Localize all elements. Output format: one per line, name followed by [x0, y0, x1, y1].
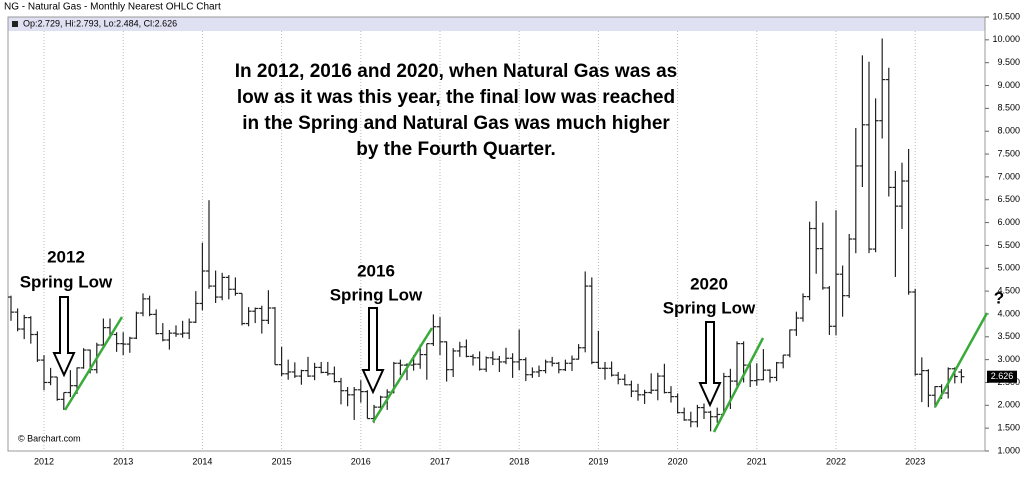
- annotation-line: In 2012, 2016 and 2020, when Natural Gas…: [235, 61, 678, 82]
- y-tick-label: 1.500: [997, 423, 1020, 433]
- y-tick-label: 5.000: [997, 263, 1020, 273]
- x-tick-label: 2012: [34, 456, 54, 466]
- callout-label: Spring Low: [330, 285, 423, 304]
- y-tick-label: 8.500: [997, 103, 1020, 113]
- annotation-line: by the Fourth Quarter.: [356, 139, 556, 160]
- y-tick-label: 3.000: [997, 354, 1020, 364]
- legend: Op:2.729, Hi:2.793, Lo:2.484, Cl:2.626: [23, 19, 177, 29]
- legend-label: , Lo:: [99, 19, 117, 29]
- arrow: [698, 321, 722, 408]
- trend-line: [933, 312, 989, 408]
- chart-title: NG - Natural Gas - Monthly Nearest OHLC …: [4, 2, 221, 13]
- legend-label: , Hi:: [60, 19, 76, 29]
- legend-value: 2.626: [155, 19, 178, 29]
- x-tick-label: 2021: [747, 456, 767, 466]
- x-tick-label: 2013: [113, 456, 133, 466]
- y-tick-label: 5.500: [997, 240, 1020, 250]
- annotation-line: low as it was this year, the final low w…: [237, 87, 675, 108]
- last-price-box: [987, 370, 1017, 383]
- trend-line: [712, 337, 765, 433]
- y-tick-label: 3.500: [997, 331, 1020, 341]
- trend-line: [371, 327, 434, 423]
- arrows: [52, 296, 722, 408]
- callout-year: 2020: [690, 274, 728, 293]
- x-tick-label: 2019: [588, 456, 608, 466]
- callout-label: Spring Low: [20, 272, 113, 291]
- y-tick-label: 1.000: [997, 445, 1020, 455]
- y-tick-label: 7.000: [997, 171, 1020, 181]
- arrow: [52, 296, 76, 378]
- y-tick-label: 10.500: [992, 11, 1020, 21]
- y-tick-label: 4.500: [997, 285, 1020, 295]
- last-price-label: 2.626: [991, 371, 1014, 381]
- source: © Barchart.com: [18, 433, 81, 443]
- legend-value: 2.484: [116, 19, 139, 29]
- y-tick-label: 6.000: [997, 217, 1020, 227]
- y-tick-label: 7.500: [997, 148, 1020, 158]
- legend-label: Op:: [23, 19, 38, 29]
- legend-swatch: [12, 21, 18, 27]
- y-tick-label: 4.000: [997, 308, 1020, 318]
- annotation-line: in the Spring and Natural Gas was much h…: [242, 113, 670, 134]
- x-tick-label: 2023: [905, 456, 925, 466]
- callout-year: 2016: [357, 261, 395, 280]
- y-tick-label: 10.000: [992, 34, 1020, 44]
- legend-band: [8, 17, 985, 31]
- arrow: [361, 307, 385, 395]
- trend-line: [63, 316, 124, 411]
- x-tick-label: 2022: [826, 456, 846, 466]
- y-tick-label: 9.000: [997, 80, 1020, 90]
- legend-value: 2.729: [38, 19, 61, 29]
- y-tick-label: 2.000: [997, 400, 1020, 410]
- x-tick-label: 2016: [351, 456, 371, 466]
- y-tick-label: 6.500: [997, 194, 1020, 204]
- x-tick-label: 2020: [668, 456, 688, 466]
- callout-label: Spring Low: [663, 298, 756, 317]
- trend-lines: [63, 312, 989, 433]
- question-mark: ?: [994, 288, 1004, 307]
- x-tick-label: 2018: [509, 456, 529, 466]
- y-tick-label: 8.000: [997, 126, 1020, 136]
- x-tick-label: 2014: [192, 456, 212, 466]
- x-tick-label: 2015: [272, 456, 292, 466]
- y-tick-label: 9.500: [997, 57, 1020, 67]
- legend-label: , Cl:: [139, 19, 155, 29]
- legend-value: 2.793: [76, 19, 99, 29]
- plot-frame: [7, 16, 986, 452]
- x-tick-label: 2017: [430, 456, 450, 466]
- callout-year: 2012: [47, 247, 85, 266]
